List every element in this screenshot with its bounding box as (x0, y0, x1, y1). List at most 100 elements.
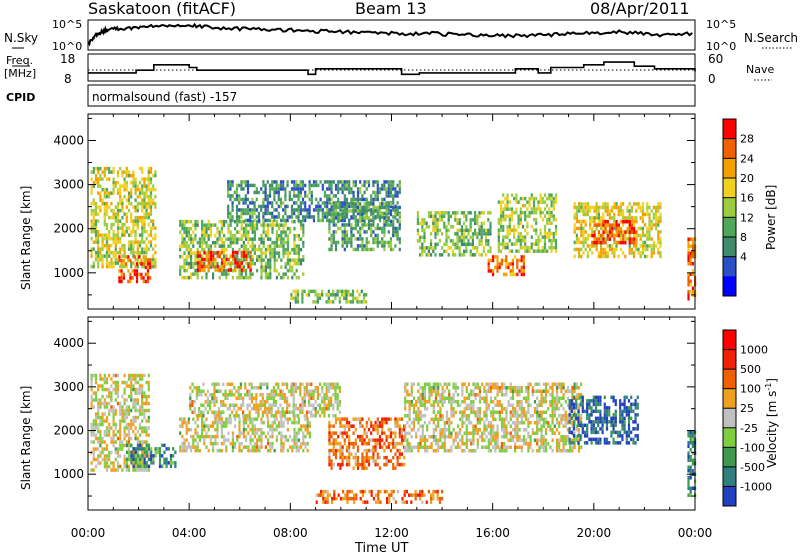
heatmap-cell-power (235, 190, 239, 195)
heatmap-cell-power (648, 223, 651, 227)
heatmap-cell-power (502, 214, 505, 218)
heatmap-cell-power (463, 242, 466, 247)
heatmap-cell-power (267, 223, 270, 227)
heatmap-cell-velocity (158, 464, 162, 469)
heatmap-cell-power (502, 245, 505, 250)
heatmap-cell-power (94, 222, 98, 227)
heatmap-cell-velocity (421, 414, 424, 418)
heatmap-cell-velocity (246, 393, 249, 397)
heatmap-cell-power (463, 228, 466, 233)
heatmap-cell-power (108, 243, 111, 248)
heatmap-cell-power (302, 240, 305, 245)
heatmap-cell-velocity (143, 464, 146, 469)
heatmap-cell-velocity (227, 417, 230, 421)
heatmap-cell-power (365, 197, 368, 202)
heatmap-cell-velocity (158, 450, 162, 455)
heatmap-cell-velocity (255, 393, 258, 397)
heatmap-cell-power (143, 215, 146, 220)
heatmap-cell-power (334, 240, 338, 245)
heatmap-cell-velocity (367, 455, 371, 460)
heatmap-cell-power (511, 272, 514, 277)
heatmap-cell-velocity (299, 407, 302, 411)
heatmap-cell-velocity (226, 382, 229, 386)
heatmap-cell-power (452, 225, 455, 229)
heatmap-cell-velocity (105, 426, 109, 430)
heatmap-cell-power (361, 216, 364, 220)
heatmap-cell-power (554, 231, 558, 236)
heatmap-cell-power (268, 190, 272, 195)
heatmap-cell-power (586, 205, 589, 210)
heatmap-cell-power (460, 253, 463, 257)
heatmap-cell-power (535, 196, 538, 201)
heatmap-cell-power (183, 244, 186, 248)
heatmap-cell-power (101, 261, 104, 265)
heatmap-cell-power (392, 208, 395, 212)
heatmap-cell-power (147, 166, 150, 171)
heatmap-cell-power (301, 183, 305, 188)
heatmap-cell-power (97, 247, 100, 251)
heatmap-cell-power (515, 196, 518, 201)
heatmap-cell-power (120, 276, 123, 280)
heatmap-cell-velocity (283, 393, 286, 397)
heatmap-cell-power (149, 180, 153, 185)
heatmap-cell-power (329, 300, 333, 304)
heatmap-cell-velocity (161, 464, 164, 469)
heatmap-cell-velocity (130, 436, 133, 441)
heatmap-cell-power (256, 254, 259, 259)
heatmap-cell-velocity (198, 448, 201, 453)
heatmap-cell-velocity (134, 457, 137, 462)
heatmap-cell-power (389, 240, 393, 245)
heatmap-cell-power (392, 205, 395, 210)
heatmap-cell-power (134, 240, 137, 244)
heatmap-cell-power (497, 200, 500, 204)
heatmap-cell-power (194, 251, 197, 255)
heatmap-cell-velocity (426, 400, 429, 404)
heatmap-cell-power (300, 258, 303, 262)
heatmap-cell-power (689, 237, 692, 241)
heatmap-cell-velocity (293, 427, 296, 432)
heatmap-cell-velocity (132, 447, 135, 451)
heatmap-cell-power (125, 264, 128, 269)
heatmap-cell-power (144, 258, 147, 263)
heatmap-cell-power (657, 216, 660, 220)
heatmap-cell-velocity (238, 445, 241, 449)
heatmap-cell-velocity (253, 407, 256, 411)
heatmap-cell-power (367, 247, 371, 252)
heatmap-cell-power (516, 272, 519, 277)
heatmap-cell-velocity (275, 414, 278, 418)
heatmap-cell-power (99, 254, 102, 258)
heatmap-cell-velocity (264, 403, 267, 407)
heatmap-cell-power (288, 197, 291, 202)
heatmap-cell-power (613, 254, 616, 259)
heatmap-cell-velocity (281, 396, 284, 400)
heatmap-cell-power (359, 190, 362, 195)
heatmap-cell-velocity (233, 414, 236, 418)
heatmap-cell-power (510, 249, 514, 253)
heatmap-cell-power (212, 257, 215, 262)
heatmap-cell-velocity (228, 389, 231, 393)
heatmap-cell-velocity (141, 450, 144, 455)
heatmap-cell-velocity (281, 382, 284, 386)
heatmap-cell-power (245, 268, 248, 273)
heatmap-cell-power (273, 268, 276, 273)
heatmap-cell-velocity (97, 405, 100, 409)
heatmap-cell-power (543, 235, 547, 239)
heatmap-cell-velocity (163, 461, 166, 465)
heatmap-cell-power (181, 226, 184, 231)
heatmap-cell-power (229, 223, 232, 227)
heatmap-cell-velocity (141, 454, 144, 458)
heatmap-cell-power (103, 215, 106, 220)
heatmap-cell-power (504, 207, 507, 211)
heatmap-cell-power (452, 253, 455, 257)
heatmap-cell-power (233, 190, 236, 195)
heatmap-cell-power (532, 203, 536, 208)
heatmap-cell-power (181, 219, 184, 224)
heatmap-cell-power (507, 262, 510, 266)
heatmap-cell-velocity (125, 468, 128, 472)
heatmap-cell-velocity (281, 410, 284, 414)
heatmap-cell-power (187, 275, 190, 280)
heatmap-cell-power (489, 258, 492, 263)
heatmap-cell-power (307, 293, 311, 297)
heatmap-cell-velocity (94, 412, 98, 416)
